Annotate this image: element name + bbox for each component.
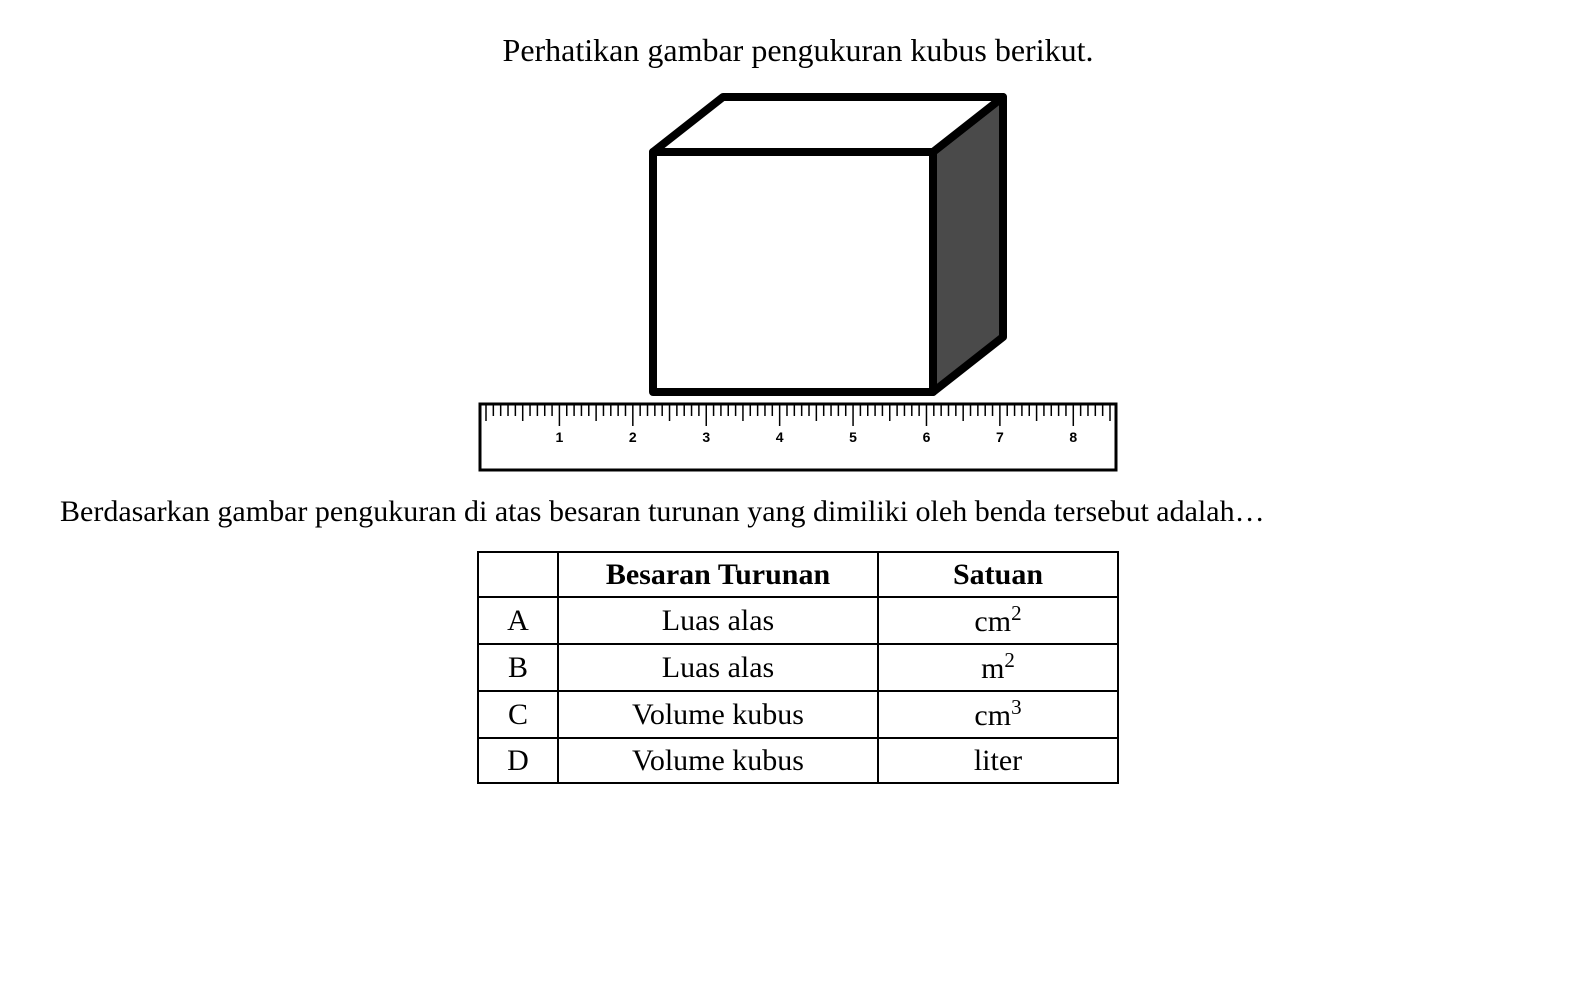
quantity-cell: Luas alas — [558, 597, 878, 644]
svg-text:4: 4 — [776, 429, 784, 445]
option-label: D — [478, 738, 558, 783]
table-row: DVolume kubusliter — [478, 738, 1118, 783]
unit-cell: m2 — [878, 644, 1118, 691]
table-row: CVolume kubuscm3 — [478, 691, 1118, 738]
quantity-cell: Luas alas — [558, 644, 878, 691]
title: Perhatikan gambar pengukuran kubus berik… — [60, 30, 1536, 72]
ruler-icon: 1 2 3 4 5 6 7 8 — [478, 402, 1118, 472]
svg-text:7: 7 — [996, 429, 1004, 445]
header-empty — [478, 552, 558, 597]
svg-text:5: 5 — [849, 429, 857, 445]
svg-text:6: 6 — [923, 429, 931, 445]
table-row: ALuas alascm2 — [478, 597, 1118, 644]
table-header-row: Besaran Turunan Satuan — [478, 552, 1118, 597]
svg-text:2: 2 — [629, 429, 637, 445]
table-row: BLuas alasm2 — [478, 644, 1118, 691]
svg-text:1: 1 — [556, 429, 564, 445]
options-table: Besaran Turunan Satuan ALuas alascm2BLua… — [477, 551, 1119, 784]
header-quantity: Besaran Turunan — [558, 552, 878, 597]
figure-container: 1 2 3 4 5 6 7 8 — [60, 92, 1536, 472]
table-container: Besaran Turunan Satuan ALuas alascm2BLua… — [60, 551, 1536, 784]
figure: 1 2 3 4 5 6 7 8 — [478, 92, 1118, 472]
option-label: B — [478, 644, 558, 691]
question-text: Berdasarkan gambar pengukuran di atas be… — [60, 492, 1536, 531]
header-unit: Satuan — [878, 552, 1118, 597]
unit-cell: cm2 — [878, 597, 1118, 644]
quantity-cell: Volume kubus — [558, 691, 878, 738]
option-label: C — [478, 691, 558, 738]
unit-cell: cm3 — [878, 691, 1118, 738]
cube-icon — [648, 92, 1008, 402]
svg-text:3: 3 — [702, 429, 710, 445]
option-label: A — [478, 597, 558, 644]
unit-cell: liter — [878, 738, 1118, 783]
svg-text:8: 8 — [1069, 429, 1077, 445]
quantity-cell: Volume kubus — [558, 738, 878, 783]
